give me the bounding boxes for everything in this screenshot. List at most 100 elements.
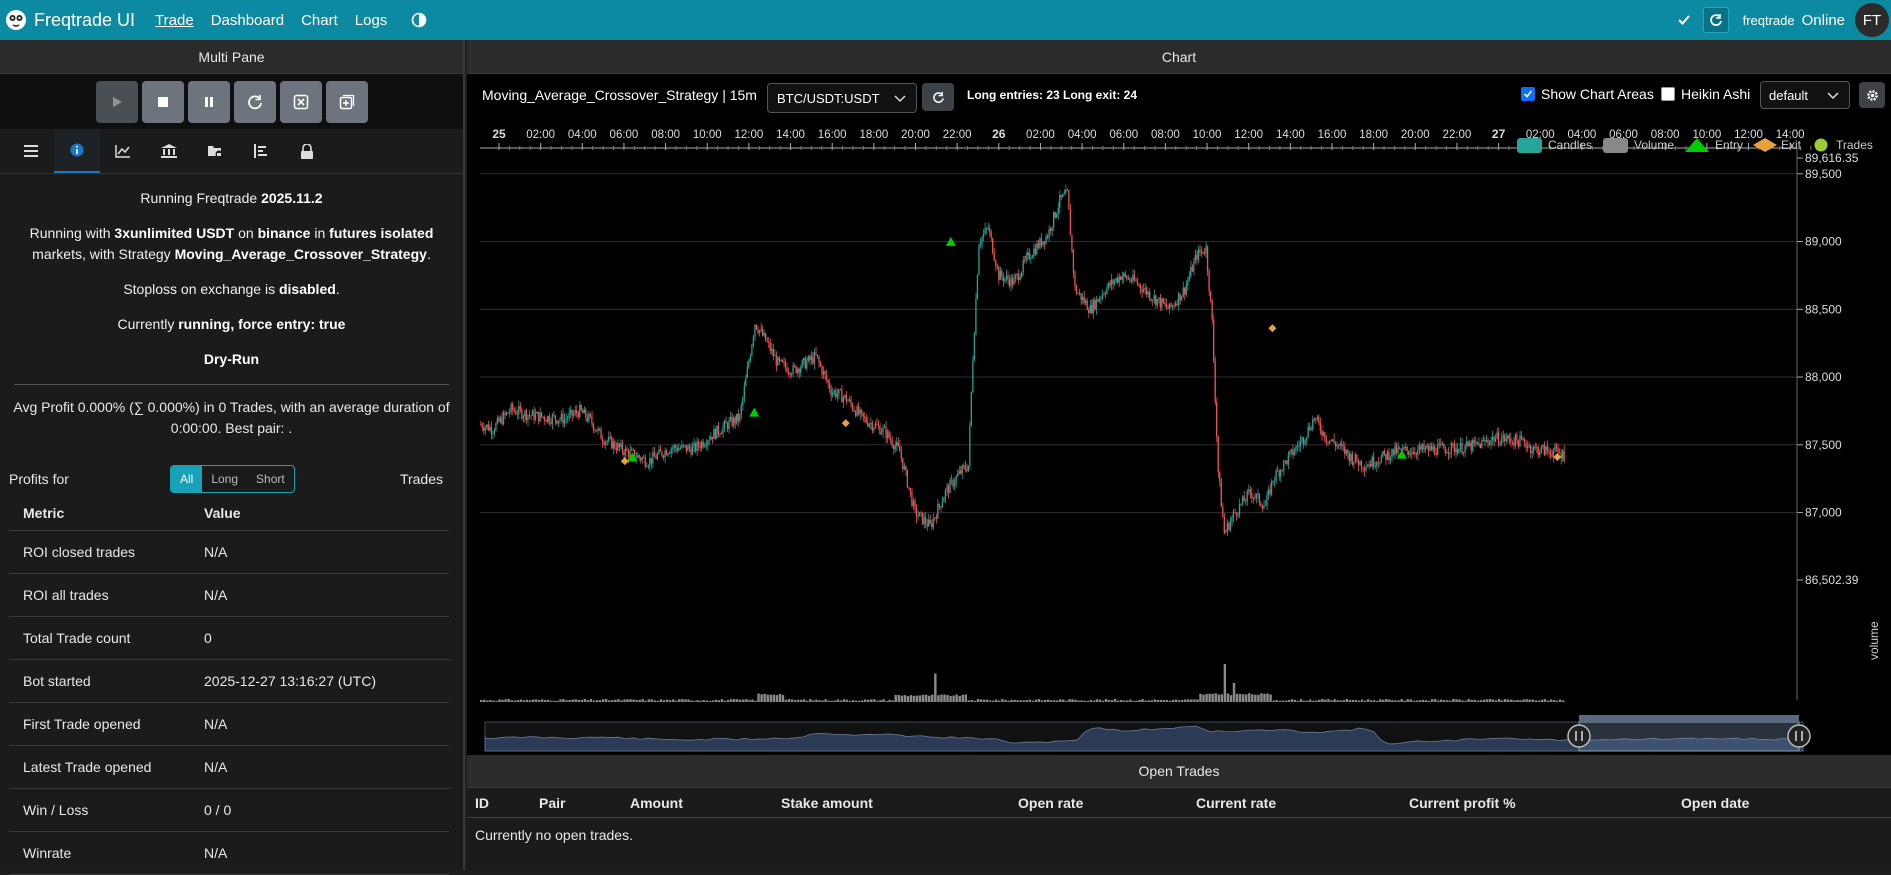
volume-bar (879, 700, 882, 702)
entry-marker (749, 407, 760, 417)
tab-info-icon[interactable] (54, 129, 100, 173)
candle-body (1170, 303, 1172, 307)
candle-body (1540, 446, 1542, 453)
legend-candles[interactable]: Candles (1517, 136, 1592, 154)
heikin-ashi-toggle[interactable]: Heikin Ashi (1661, 86, 1750, 102)
avatar[interactable]: FT (1855, 3, 1889, 37)
candle-body (1435, 453, 1437, 455)
candle-body (1551, 454, 1553, 457)
pane-tabs (0, 129, 463, 174)
show-chart-areas-toggle[interactable]: Show Chart Areas (1521, 86, 1654, 102)
force-exit-button[interactable] (279, 80, 322, 123)
candle-body (688, 445, 691, 449)
col-pair[interactable]: Pair (539, 794, 566, 811)
candle-body (827, 380, 829, 384)
profit-short-button[interactable]: Short (256, 472, 285, 486)
candle-body (1522, 438, 1524, 440)
candle-body (611, 437, 613, 449)
col-open-rate[interactable]: Open rate (1018, 794, 1084, 811)
chart-refresh-button[interactable] (922, 83, 954, 111)
table-row: Total Trade count 0 (9, 617, 449, 660)
col-stake-amount[interactable]: Stake amount (781, 794, 873, 811)
volume-bar (848, 700, 852, 702)
pair-select[interactable]: BTC/USDT:USDT (767, 83, 917, 113)
candle-body (1228, 523, 1230, 530)
candle-body (1563, 450, 1565, 462)
gear-button[interactable] (1859, 82, 1885, 108)
candle-body (743, 386, 745, 398)
stop-button[interactable] (141, 80, 184, 123)
candle-body (627, 450, 630, 458)
volume-bar (1156, 700, 1160, 702)
check-icon[interactable] (1672, 9, 1695, 31)
table-row: First Trade opened N/A (9, 703, 449, 746)
tab-folder-lock-icon[interactable] (192, 129, 238, 173)
nav-link-dashboard[interactable]: Dashboard (210, 11, 285, 29)
candle-body (678, 448, 680, 451)
volume-bar (1354, 700, 1358, 702)
candle-body (985, 228, 988, 230)
theme-toggle-icon[interactable] (410, 11, 428, 29)
tab-bank-icon[interactable] (146, 129, 192, 173)
candle-body (1552, 451, 1555, 457)
plot-config-select[interactable]: default (1760, 81, 1850, 109)
candle-body (1027, 252, 1029, 256)
candle-body (672, 448, 674, 449)
candle-body (1459, 442, 1462, 450)
legend-volume[interactable]: Volume (1603, 136, 1674, 154)
profit-long-button[interactable]: Long (211, 472, 239, 486)
candle-body (1048, 228, 1050, 238)
volume-bar (1065, 700, 1068, 702)
tab-align-icon[interactable] (238, 129, 284, 173)
candle-body (1513, 442, 1515, 446)
tab-list-icon[interactable] (8, 129, 54, 173)
freqtrade-logo-icon[interactable] (3, 7, 29, 33)
col-open-date[interactable]: Open date (1681, 794, 1750, 811)
candle-body (1516, 434, 1518, 441)
candle-body (507, 412, 509, 414)
checkbox-unchecked-icon[interactable] (1661, 87, 1675, 101)
metric-value: 0 / 0 (204, 802, 232, 818)
pause-button[interactable] (187, 80, 230, 123)
col-id[interactable]: ID (475, 794, 489, 811)
open-trades-title: Open Trades (467, 755, 1891, 788)
candle-body (606, 440, 608, 442)
play-button[interactable] (95, 80, 138, 123)
candle-body (1342, 445, 1344, 447)
volume-bar (1543, 699, 1547, 702)
candlestick-chart[interactable]: 25 02:00 04:00 06:00 08:00 10:00 12:00 14:00 16:… (467, 40, 1891, 755)
candle-body (591, 416, 593, 424)
nav-link-trade[interactable]: Trade (155, 11, 194, 29)
x-tick-label: 10:00 (1692, 129, 1721, 141)
candle-body (731, 417, 733, 426)
candle-body (1272, 480, 1274, 482)
legend-entry[interactable]: Entry (1685, 136, 1743, 154)
candle-body (1514, 434, 1517, 446)
col-current-rate[interactable]: Current rate (1196, 794, 1277, 811)
volume-bar (1120, 700, 1123, 702)
nav-link-logs[interactable]: Logs (354, 11, 388, 29)
nav-link-chart[interactable]: Chart (301, 11, 338, 29)
legend-trades[interactable]: Trades (1814, 136, 1873, 154)
candle-body (1150, 299, 1152, 301)
legend-exit[interactable]: Exit (1753, 136, 1801, 154)
brand-title[interactable]: Freqtrade UI (34, 9, 136, 30)
col-current-profit[interactable]: Current profit % (1409, 794, 1516, 811)
candle-body (1398, 447, 1401, 449)
candle-body (998, 266, 1000, 280)
tab-lock-icon[interactable] (284, 129, 330, 173)
reload-config-button[interactable] (233, 80, 276, 123)
volume-bar (556, 700, 559, 702)
refresh-icon[interactable] (1702, 7, 1729, 33)
candle-body (993, 253, 995, 261)
candle-body (713, 429, 715, 440)
col-amount[interactable]: Amount (630, 794, 683, 811)
candle-body (1446, 452, 1448, 454)
candle-body (1113, 280, 1116, 284)
volume-bar (1510, 699, 1513, 702)
candle-body (568, 413, 570, 419)
tab-chart-line-icon[interactable] (100, 129, 146, 173)
checkbox-checked-icon[interactable] (1521, 87, 1535, 101)
profit-all-button[interactable]: All (171, 466, 203, 492)
force-entry-button[interactable] (325, 80, 368, 123)
